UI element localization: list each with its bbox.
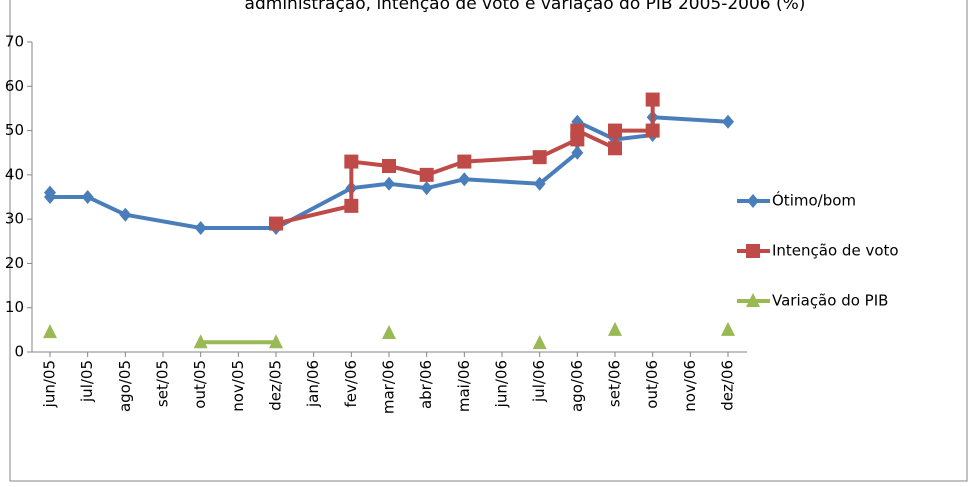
y-tick-label: 0 (14, 343, 24, 361)
x-tick-label: dez/06 (719, 360, 737, 411)
x-tick-label: dez/05 (267, 360, 285, 411)
marker (269, 334, 283, 349)
y-tick-label: 60 (5, 77, 24, 95)
x-tick-label: jul/05 (78, 360, 96, 403)
marker (119, 207, 132, 222)
x-tick-label: abr/06 (417, 360, 435, 409)
legend-label: Variação do PIB (772, 292, 888, 310)
marker (382, 159, 396, 173)
chart-border (9, 0, 968, 482)
legend-label: Intenção de voto (772, 242, 899, 260)
marker (532, 150, 547, 165)
marker (721, 321, 735, 336)
marker (194, 221, 207, 235)
chart-title: administração, intenção de voto e variaç… (245, 0, 806, 14)
marker (81, 190, 94, 204)
y-tick-label: 70 (5, 33, 24, 51)
y-tick-label: 50 (5, 121, 24, 139)
marker (746, 244, 760, 258)
x-tick-label: jun/06 (493, 360, 511, 408)
x-tick-label: mar/06 (380, 360, 398, 414)
x-tick-label: jan/06 (304, 360, 322, 408)
x-tick-label: ago/05 (116, 360, 134, 412)
marker (747, 194, 759, 208)
marker (193, 334, 208, 349)
legend-label: Ótimo/bom (772, 191, 856, 210)
x-tick-label: set/05 (154, 360, 172, 407)
y-tick-label: 10 (5, 298, 24, 316)
x-tick-label: jun/05 (41, 360, 59, 408)
marker (420, 181, 433, 196)
marker (571, 145, 584, 160)
marker (608, 141, 622, 156)
x-tick-label: jul/06 (530, 360, 548, 403)
marker (344, 198, 359, 213)
marker (458, 172, 471, 187)
marker (533, 176, 546, 191)
marker (570, 123, 585, 138)
marker (722, 114, 734, 129)
y-tick-label: 30 (5, 210, 24, 228)
marker (344, 154, 359, 169)
marker (645, 123, 660, 138)
marker (269, 216, 283, 231)
y-tick-label: 20 (5, 254, 24, 272)
marker (645, 92, 660, 107)
x-tick-label: mai/06 (455, 360, 473, 412)
x-tick-label: out/05 (191, 360, 209, 409)
x-tick-label: nov/05 (229, 360, 247, 412)
marker (608, 321, 622, 336)
x-tick-label: out/06 (643, 360, 661, 409)
marker (532, 335, 547, 350)
x-tick-label: fev/06 (342, 360, 360, 408)
marker (383, 176, 395, 191)
marker (608, 123, 622, 138)
x-tick-label: set/06 (606, 360, 624, 407)
marker (382, 324, 396, 339)
marker (43, 324, 57, 339)
y-tick-label: 40 (5, 165, 24, 183)
marker (419, 167, 434, 182)
marker (44, 190, 56, 204)
marker (746, 293, 760, 307)
x-tick-label: nov/06 (681, 360, 699, 412)
x-tick-label: ago/06 (568, 360, 586, 412)
marker (457, 154, 472, 169)
